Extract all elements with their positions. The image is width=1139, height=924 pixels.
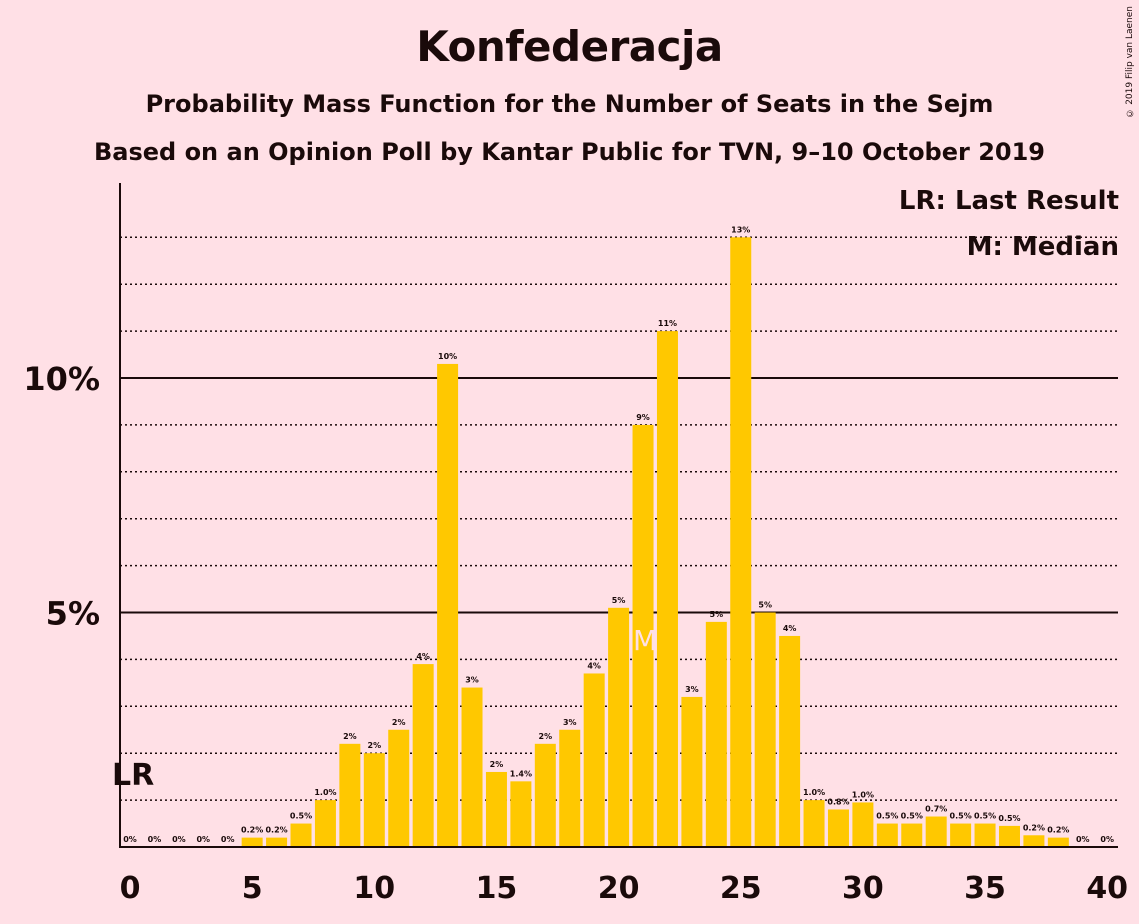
chart-subtitle-source: Based on an Opinion Poll by Kantar Publi…: [93, 138, 1045, 166]
bar: [730, 237, 752, 848]
bar-value-label: 3%: [563, 718, 577, 727]
bar: [437, 363, 459, 847]
bar: [266, 837, 288, 847]
bar-value-label: 0%: [196, 835, 210, 844]
bar: [950, 823, 972, 847]
bar-value-label: 0.5%: [876, 812, 898, 821]
chart-subtitle: Probability Mass Function for the Number…: [145, 90, 994, 118]
bar-value-label: 0%: [148, 835, 162, 844]
bar: [314, 800, 336, 847]
bar-value-label: 2%: [539, 732, 553, 741]
legend-last-result: LR: Last Result: [898, 186, 1119, 216]
bar: [290, 823, 312, 847]
bar: [876, 823, 898, 847]
bar: [705, 621, 727, 847]
bar-value-label: 1.0%: [852, 790, 874, 799]
bar: [925, 816, 947, 847]
bar-value-label: 0.2%: [241, 826, 263, 835]
bar-value-label: 1.4%: [510, 769, 532, 778]
bar-value-label: 11%: [658, 319, 677, 328]
bar-value-label: 3%: [465, 676, 479, 685]
bar-value-label: 5%: [710, 610, 724, 619]
bar: [754, 612, 776, 847]
bar: [681, 696, 703, 847]
x-tick-label: 40: [1086, 871, 1128, 906]
bar-value-label: 2%: [368, 741, 382, 750]
bar: [485, 771, 507, 847]
bar-value-label: 0.5%: [998, 814, 1020, 823]
x-tick-label: 25: [720, 871, 762, 906]
bar: [534, 743, 556, 847]
y-tick-label: 5%: [46, 595, 100, 633]
bar: [1023, 835, 1045, 847]
bar-value-label: 0.2%: [265, 826, 287, 835]
x-tick-label: 35: [964, 871, 1006, 906]
bar: [974, 823, 996, 847]
bar-value-label: 2%: [490, 760, 504, 769]
bar-value-label: 0%: [1076, 835, 1090, 844]
x-tick-label: 5: [242, 871, 263, 906]
bar: [1047, 837, 1069, 847]
x-tick-label: 20: [598, 871, 640, 906]
bar: [388, 729, 410, 847]
bar: [339, 743, 361, 847]
bar-value-label: 2%: [392, 718, 406, 727]
bar-value-label: 4%: [783, 624, 797, 633]
bar: [779, 635, 801, 847]
bar-value-label: 1.0%: [803, 788, 825, 797]
last-result-marker: LR: [112, 758, 154, 793]
bar: [461, 687, 483, 847]
bar: [608, 607, 630, 847]
bar: [852, 802, 874, 847]
bar: [901, 823, 923, 847]
bar: [827, 809, 849, 847]
bar-value-label: 4%: [587, 661, 601, 670]
bar: [656, 331, 678, 848]
bar-value-label: 9%: [636, 413, 650, 422]
bar: [510, 781, 532, 847]
bar-value-label: 4%: [416, 652, 430, 661]
bar-value-label: 0.5%: [901, 812, 923, 821]
bar-value-label: 0.5%: [950, 812, 972, 821]
bar-value-label: 0.5%: [974, 812, 996, 821]
bar: [363, 753, 385, 847]
bar-value-label: 2%: [343, 732, 357, 741]
y-tick-label: 10%: [23, 360, 100, 398]
bar: [803, 800, 825, 847]
bar-value-label: 0.5%: [290, 812, 312, 821]
bar: [241, 837, 263, 847]
bar: [632, 424, 654, 847]
x-tick-label: 30: [842, 871, 884, 906]
bar-value-label: 0%: [172, 835, 186, 844]
bar-value-label: 5%: [612, 596, 626, 605]
bar: [559, 729, 581, 847]
bar-value-label: 3%: [685, 685, 699, 694]
bar-value-label: 0.8%: [827, 797, 849, 806]
bar-value-label: 1.0%: [314, 788, 336, 797]
bar: [583, 673, 605, 847]
bar-value-label: 10%: [438, 352, 457, 361]
bar-value-label: 0.2%: [1023, 823, 1045, 832]
bar-value-label: 0%: [1100, 835, 1114, 844]
bar-value-label: 0%: [221, 835, 235, 844]
bar: [998, 825, 1020, 847]
bar: [412, 664, 434, 847]
bar-value-label: 0%: [123, 835, 137, 844]
bar-value-label: 5%: [758, 601, 772, 610]
x-tick-label: 0: [120, 871, 141, 906]
x-tick-label: 15: [476, 871, 518, 906]
bar-value-label: 13%: [731, 225, 750, 234]
median-marker: M: [633, 624, 657, 657]
x-tick-label: 10: [353, 871, 395, 906]
bar-value-label: 0.2%: [1047, 826, 1069, 835]
bar-value-label: 0.7%: [925, 805, 947, 814]
chart-title: Konfederacja: [416, 22, 723, 71]
